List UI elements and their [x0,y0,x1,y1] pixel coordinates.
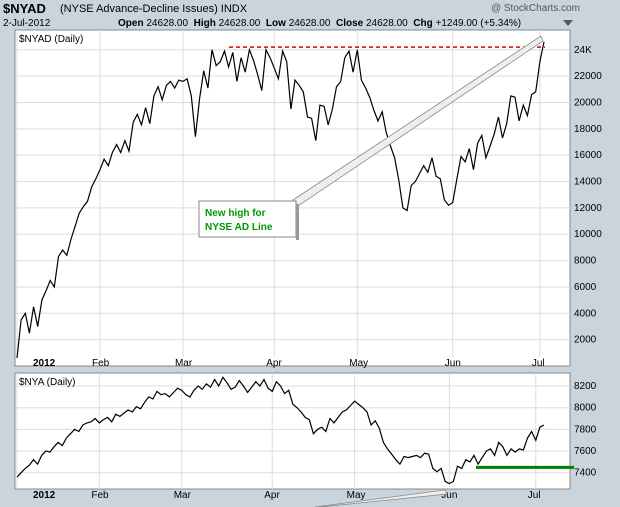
nya-panel-grid [15,373,570,489]
nya-x-tick-label: May [347,490,366,501]
ad-y-tick-label: 10000 [574,229,602,240]
chart-description: (NYSE Advance-Decline Issues) INDX [60,3,247,15]
ad-panel-label: $NYAD (Daily) [19,34,83,45]
ad-panel-background [14,29,571,367]
nya-panel-x-labels: 2012 Feb Mar Apr May Jun Jul [33,490,541,501]
ad-line-panel: 2012 Feb Mar Apr May Jun Jul 2000 4000 6000 8000 1… [14,29,602,369]
low-value: 24628.00 [288,18,331,29]
annotation-shadow [296,204,299,240]
ad-line-series [16,41,545,359]
annotation-line-1: New high for [205,208,266,219]
ad-x-tick-label: 2012 [33,358,56,369]
nya-panel-label: $NYA (Daily) [19,377,76,388]
high-value: 24628.00 [218,18,261,29]
nya-x-tick-label: 2012 [33,490,56,501]
ad-y-tick-label: 22000 [574,71,602,82]
ad-y-tick-label: 6000 [574,282,597,293]
chart-symbol: $NYAD [3,1,46,16]
nya-y-tick-label: 7800 [574,424,597,435]
ad-x-tick-label: Apr [266,358,282,369]
nya-x-tick-label: Mar [174,490,192,501]
annotation-callout: New high for NYSE AD Line [198,35,544,240]
ad-y-tick-label: 8000 [574,256,597,267]
open-label: Open [118,18,144,29]
close-value: 24628.00 [365,18,408,29]
nya-y-tick-label: 7600 [574,446,597,457]
nya-y-tick-label: 8000 [574,403,597,414]
ad-y-tick-label: 12000 [574,203,602,214]
nya-annotation-pointer [314,489,448,507]
open-value: 24628.00 [146,18,189,29]
triangle-down-icon[interactable] [563,20,573,26]
ad-y-tick-label: 14000 [574,177,602,188]
nya-x-tick-label: Feb [91,490,109,501]
nya-y-tick-label: 7400 [574,468,597,479]
nya-x-tick-label: Jul [528,490,541,501]
symbol-description: (NYSE Advance-Decline Issues) [60,3,218,15]
ad-y-tick-label: 4000 [574,308,597,319]
nya-x-tick-label: Jun [441,490,457,501]
chg-label: Chg [413,18,433,29]
nya-y-tick-label: 8200 [574,381,597,392]
quote-summary: Open 24628.00 High 24628.00 Low 24628.00… [118,18,521,29]
ad-panel-x-labels: 2012 Feb Mar Apr May Jun Jul [33,358,545,369]
exchange-label: INDX [220,3,248,15]
quote-date: 2-Jul-2012 [3,18,51,29]
nya-panel-y-labels: 7400 7600 7800 8000 8200 [574,381,597,479]
high-label: High [193,18,216,29]
ad-x-tick-label: May [349,358,368,369]
ad-x-tick-label: Mar [175,358,193,369]
ad-y-tick-label: 20000 [574,97,602,108]
low-label: Low [265,18,286,29]
chg-value: +1249.00 (+5.34%) [435,18,522,29]
ad-y-tick-label: 16000 [574,150,602,161]
ad-y-tick-label: 2000 [574,335,597,346]
close-label: Close [335,18,364,29]
ad-panel-y-labels: 2000 4000 6000 8000 10000 12000 14000 16000 1800… [574,45,602,346]
ad-x-tick-label: Jun [445,358,461,369]
ad-y-tick-label: 18000 [574,124,602,135]
annotation-line-2: NYSE AD Line [205,222,273,233]
ad-y-tick-label: 24K [574,45,592,56]
nya-x-tick-label: Apr [264,490,280,501]
ad-x-tick-label: Jul [532,358,545,369]
nya-panel: 2012 Feb Mar Apr May Jun Jul 7400 7600 7800 8000 8… [14,372,597,507]
nya-line-series [16,376,545,485]
ad-x-tick-label: Feb [92,358,110,369]
watermark: @ StockCharts.com [490,3,580,14]
nya-panel-background [14,372,571,490]
